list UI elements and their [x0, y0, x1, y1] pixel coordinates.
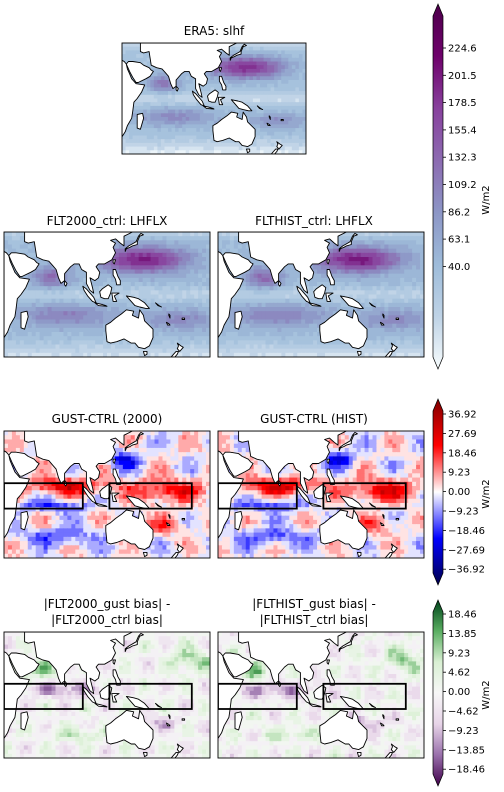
map-frame [121, 42, 307, 155]
panel-title-bias-hist-line1: |FLTHIST_gust bias| - [252, 597, 376, 611]
colorbar-tick-label: −18.46 [448, 526, 485, 537]
colorbar-tick-label: 4.62 [448, 668, 470, 679]
map-panel-2 [3, 231, 211, 358]
panel-title-bias-2000-line2: |FLT2000_ctrl bias| [51, 613, 163, 627]
panel-title-bias-2000-line1: |FLT2000_gust bias| - [44, 597, 171, 611]
panel-title-gust-ctrl-2000: GUST-CTRL (2000) [52, 412, 163, 426]
colorbar-tick-label: 224.6 [448, 44, 477, 55]
colorbar-tick-label: 132.3 [448, 153, 477, 164]
colorbar-tick-label: 0.00 [448, 687, 470, 698]
map-frame [3, 231, 211, 358]
colorbar-tick-label: 109.2 [448, 180, 477, 191]
map-frame [217, 631, 425, 759]
colorbar-tick-label: 27.69 [448, 429, 477, 440]
colorbar-tick-label: −36.92 [448, 565, 485, 576]
panel-title-gust-ctrl-hist: GUST-CTRL (HIST) [260, 412, 368, 426]
colorbar-diff: 36.92 27.69 18.46 9.23 0.00 −9.23 −18.46 −27.69… [432, 398, 492, 586]
panel-title-era5: ERA5: slhf [184, 24, 245, 38]
map-panel-5 [217, 430, 425, 559]
colorbar-bias: 18.46 13.85 9.23 4.62 0.00 −4.62 −9.23 −13.85 −1… [432, 599, 492, 787]
colorbar-tick-label: 201.5 [448, 71, 477, 82]
map-frame [3, 430, 211, 559]
colorbar-tick-label: 36.92 [448, 410, 477, 421]
colorbar-tick-label: 86.2 [448, 207, 470, 218]
map-panel-3 [217, 231, 425, 358]
map-panel-1 [121, 42, 307, 155]
colorbar-tick-label: −9.23 [448, 507, 479, 518]
map-panel-7 [217, 631, 425, 759]
panel-title-flthist-ctrl: FLTHIST_ctrl: LHFLX [255, 214, 373, 228]
map-frame [217, 231, 425, 358]
colorbar-tick-label: 63.1 [448, 235, 470, 246]
colorbar-tick-label: 18.46 [448, 448, 477, 459]
colorbar-unit-label: W/m2 [481, 479, 492, 508]
colorbar-tick-label: 0.00 [448, 487, 470, 498]
panel-title-flt2000-ctrl: FLT2000_ctrl: LHFLX [47, 214, 168, 228]
colorbar-unit-label: W/m2 [481, 185, 492, 214]
colorbar-tick-label: 9.23 [448, 468, 470, 479]
map-panel-6 [3, 631, 211, 759]
colorbar-tick-label: 178.5 [448, 98, 477, 109]
panel-title-bias-hist-line2: |FLTHIST_ctrl bias| [260, 613, 369, 627]
colorbar-tick-label: −18.46 [448, 765, 485, 776]
colorbar-tick-label: −9.23 [448, 726, 479, 737]
map-frame [3, 631, 211, 759]
colorbar-tick-label: −13.85 [448, 745, 485, 756]
colorbar-unit-label: W/m2 [481, 680, 492, 709]
colorbar-tick-label: −4.62 [448, 707, 479, 718]
colorbar-tick-label: −27.69 [448, 545, 485, 556]
colorbar-tick-label: 155.4 [448, 125, 477, 136]
colorbar-tick-label: 18.46 [448, 610, 477, 621]
colorbar-tick-label: 40.0 [448, 262, 470, 273]
colorbar-lhflx: 224.6 201.5 178.5 155.4 132.3 109.2 86.2 63.1 40… [432, 3, 492, 370]
colorbar-tick-label: 9.23 [448, 648, 470, 659]
map-frame [217, 430, 425, 559]
map-panel-4 [3, 430, 211, 559]
colorbar-tick-label: 13.85 [448, 629, 477, 640]
